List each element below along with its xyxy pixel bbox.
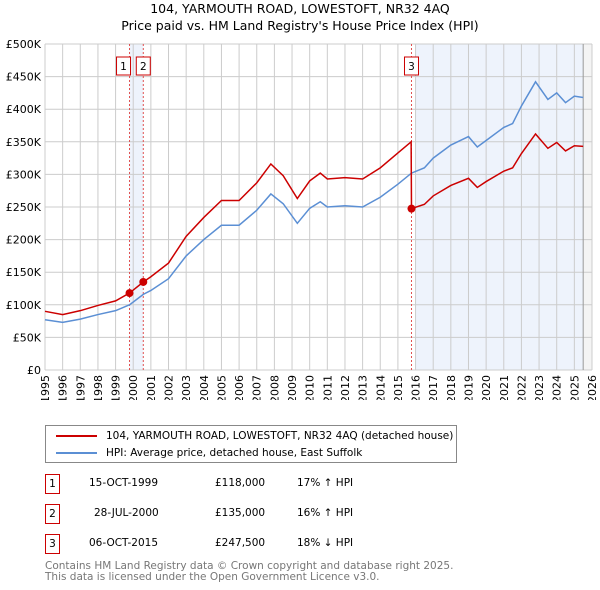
hpi-diff: 18% ↓ HPI	[297, 537, 354, 549]
x-tick-label: 2022	[515, 375, 528, 400]
chart-subtitle: Price paid vs. HM Land Registry's House …	[121, 18, 479, 33]
x-tick-label: 1995	[39, 375, 52, 400]
x-tick-label: 2013	[357, 375, 370, 400]
sale-label: 1	[120, 61, 127, 73]
x-tick-label: 2007	[251, 375, 264, 400]
marker-badge: 2	[45, 504, 60, 524]
price: £247,500	[215, 537, 266, 549]
marker-badge: 1	[45, 474, 60, 494]
x-tick-label: 2019	[462, 375, 475, 400]
x-tick-label: 2018	[445, 375, 458, 400]
x-tick-label: 2016	[410, 375, 423, 400]
legend-red-line	[56, 435, 97, 437]
transaction-row: 3 06-OCT-2015 £247,500 18% ↓ HPI	[45, 534, 465, 554]
x-tick-label: 2012	[339, 375, 352, 400]
x-tick-label: 1997	[74, 375, 87, 400]
x-tick-label: 2010	[304, 375, 317, 400]
transaction-row: 1 15-OCT-1999 £118,000 17% ↑ HPI	[45, 474, 465, 494]
x-tick-label: 1999	[110, 375, 123, 400]
x-tick-label: 2002	[163, 375, 176, 400]
sale-label: 2	[140, 61, 147, 73]
y-tick-label: £0	[27, 364, 41, 377]
transaction-row: 2 28-JUL-2000 £135,000 16% ↑ HPI	[45, 504, 465, 524]
x-tick-label: 2026	[586, 375, 599, 400]
sale-label: 3	[408, 61, 415, 73]
property-price-line	[44, 132, 584, 316]
x-tick-label: 2011	[321, 375, 334, 400]
x-tick-label: 2003	[180, 375, 193, 400]
x-tick-label: 1996	[57, 375, 70, 400]
price: £135,000	[215, 507, 266, 519]
y-tick-label: £200K	[6, 234, 42, 247]
marker-badge: 3	[45, 534, 60, 554]
y-tick-label: £250K	[6, 201, 42, 214]
legend-blue-line	[56, 452, 97, 454]
x-tick-label: 2020	[480, 375, 493, 400]
x-tick-label: 2021	[498, 375, 511, 400]
hpi-diff: 16% ↑ HPI	[297, 507, 354, 519]
date: 06-OCT-2015	[89, 537, 158, 549]
x-tick-label: 2001	[145, 375, 158, 400]
x-tick-label: 2000	[127, 375, 140, 400]
hpi-diff: 17% ↑ HPI	[297, 477, 354, 489]
sale-label-box	[135, 56, 151, 76]
y-tick-label: £350K	[6, 136, 42, 149]
x-tick-label: 2008	[268, 375, 281, 400]
x-tick-label: 2006	[233, 375, 246, 400]
x-tick-label: 2025	[568, 375, 581, 400]
legend: 104, YARMOUTH ROAD, LOWESTOFT, NR32 4AQ …	[45, 425, 457, 463]
y-tick-label: £100K	[6, 299, 42, 312]
sale-point	[407, 204, 416, 213]
x-tick-label: 2023	[533, 375, 546, 400]
chart-title: 104, YARMOUTH ROAD, LOWESTOFT, NR32 4AQ	[150, 1, 450, 16]
legend-property: 104, YARMOUTH ROAD, LOWESTOFT, NR32 4AQ …	[106, 430, 454, 442]
y-tick-label: £50K	[13, 331, 42, 344]
x-tick-label: 2005	[215, 375, 228, 400]
sale-point	[139, 277, 148, 286]
footer-copyright: Contains HM Land Registry data © Crown c…	[45, 560, 454, 572]
sale-label-box	[403, 56, 419, 76]
date: 28-JUL-2000	[94, 507, 159, 519]
y-tick-label: £150K	[6, 266, 42, 279]
y-tick-label: £400K	[6, 103, 42, 116]
sale-label-box	[116, 56, 132, 76]
sale-point	[125, 289, 134, 298]
x-tick-label: 2017	[427, 375, 440, 400]
x-tick-label: 2015	[392, 375, 405, 400]
y-tick-label: £500K	[6, 38, 42, 51]
price: £118,000	[215, 477, 266, 489]
x-tick-label: 2009	[286, 375, 299, 400]
date: 15-OCT-1999	[89, 477, 158, 489]
x-tick-label: 2024	[551, 375, 564, 400]
y-tick-label: £450K	[6, 71, 42, 84]
x-tick-label: 2014	[374, 375, 387, 400]
x-tick-label: 2004	[198, 375, 211, 400]
hpi-line	[44, 80, 584, 324]
price-chart: 1995 1996 1997 1998 1999 2000 2001 2002 2003 2004…	[6, 38, 599, 400]
x-tick-label: 1998	[92, 375, 105, 400]
footer-licence: This data is licensed under the Open Gov…	[45, 571, 380, 583]
y-tick-label: £300K	[6, 168, 42, 181]
legend-hpi: HPI: Average price, detached house, East…	[106, 447, 363, 459]
